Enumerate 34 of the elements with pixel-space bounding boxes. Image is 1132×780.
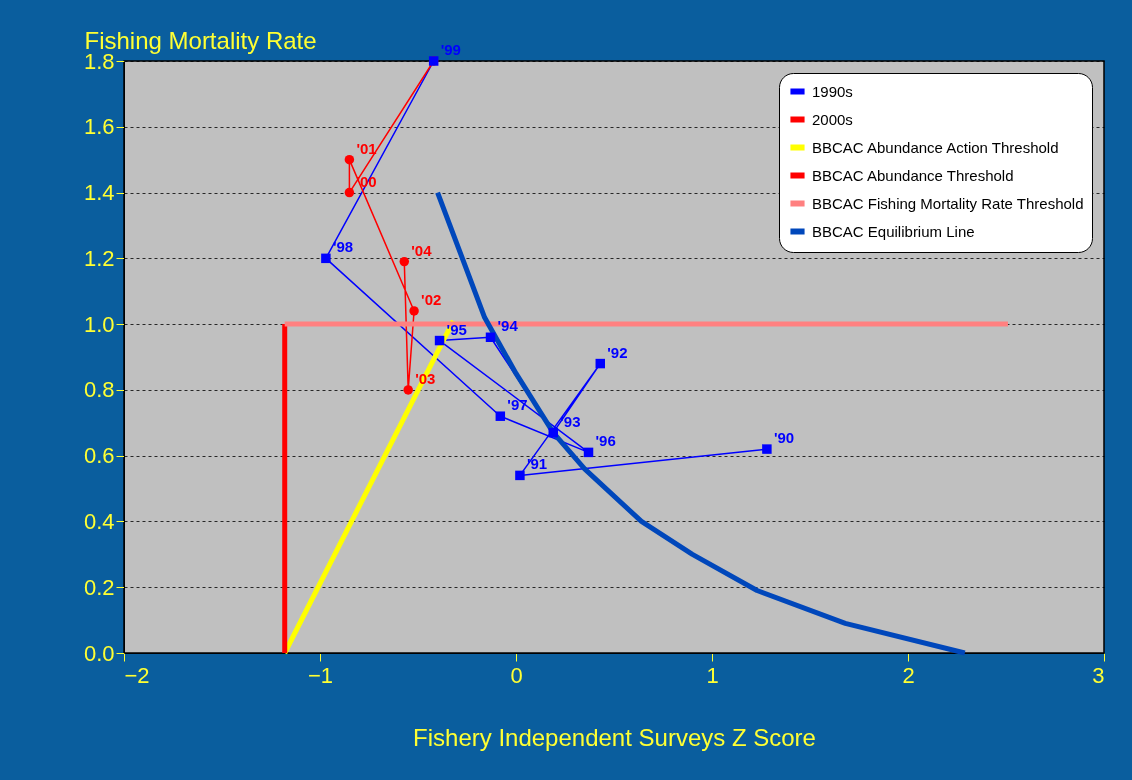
- y-tick-label: 1.6: [83, 114, 115, 140]
- annotation: '99: [440, 41, 461, 58]
- annotation: '97: [507, 396, 528, 414]
- annotation: '98: [332, 238, 354, 256]
- legend-label: BBCAC Equilibrium Line: [812, 222, 975, 240]
- x-tick-label: 2: [902, 662, 915, 688]
- y-tick-label: 1.0: [83, 311, 115, 337]
- annotation: '96: [595, 432, 616, 450]
- legend-label: 1990s: [812, 82, 853, 100]
- y-tick-label: 0.2: [83, 574, 115, 600]
- annotation: '91: [526, 455, 548, 473]
- x-tick-label: 1: [706, 662, 719, 688]
- x-tick-label: −1: [307, 662, 334, 688]
- y-tick-label: 1.2: [83, 245, 115, 271]
- legend-label: 2000s: [812, 110, 853, 128]
- annotation: '93: [560, 412, 581, 430]
- y-tick-label: 0.6: [83, 443, 115, 469]
- y-tick-label: 0.0: [83, 640, 115, 666]
- annotation: '94: [497, 317, 519, 335]
- legend-label: BBCAC Fishing Mortality Rate Threshold: [812, 194, 1084, 212]
- x-axis-title: Fishery Independent Surveys Z Score: [413, 723, 816, 751]
- x-tick-label: 3: [1092, 662, 1105, 688]
- y-tick-label: 1.4: [83, 180, 115, 206]
- annotation: '01: [356, 139, 377, 157]
- annotation: '02: [421, 290, 442, 308]
- x-tick-label: 0: [510, 662, 523, 688]
- y-tick-label: 0.4: [83, 508, 115, 534]
- annotation: '90: [773, 429, 795, 447]
- y-tick-label: 0.8: [83, 377, 115, 403]
- legend-label: BBCAC Abundance Threshold: [812, 166, 1014, 184]
- annotation: '04: [411, 241, 433, 259]
- annotation: '92: [607, 343, 628, 361]
- legend-label: BBCAC Abundance Action Threshold: [812, 138, 1059, 156]
- x-tick-label: −2: [124, 662, 150, 688]
